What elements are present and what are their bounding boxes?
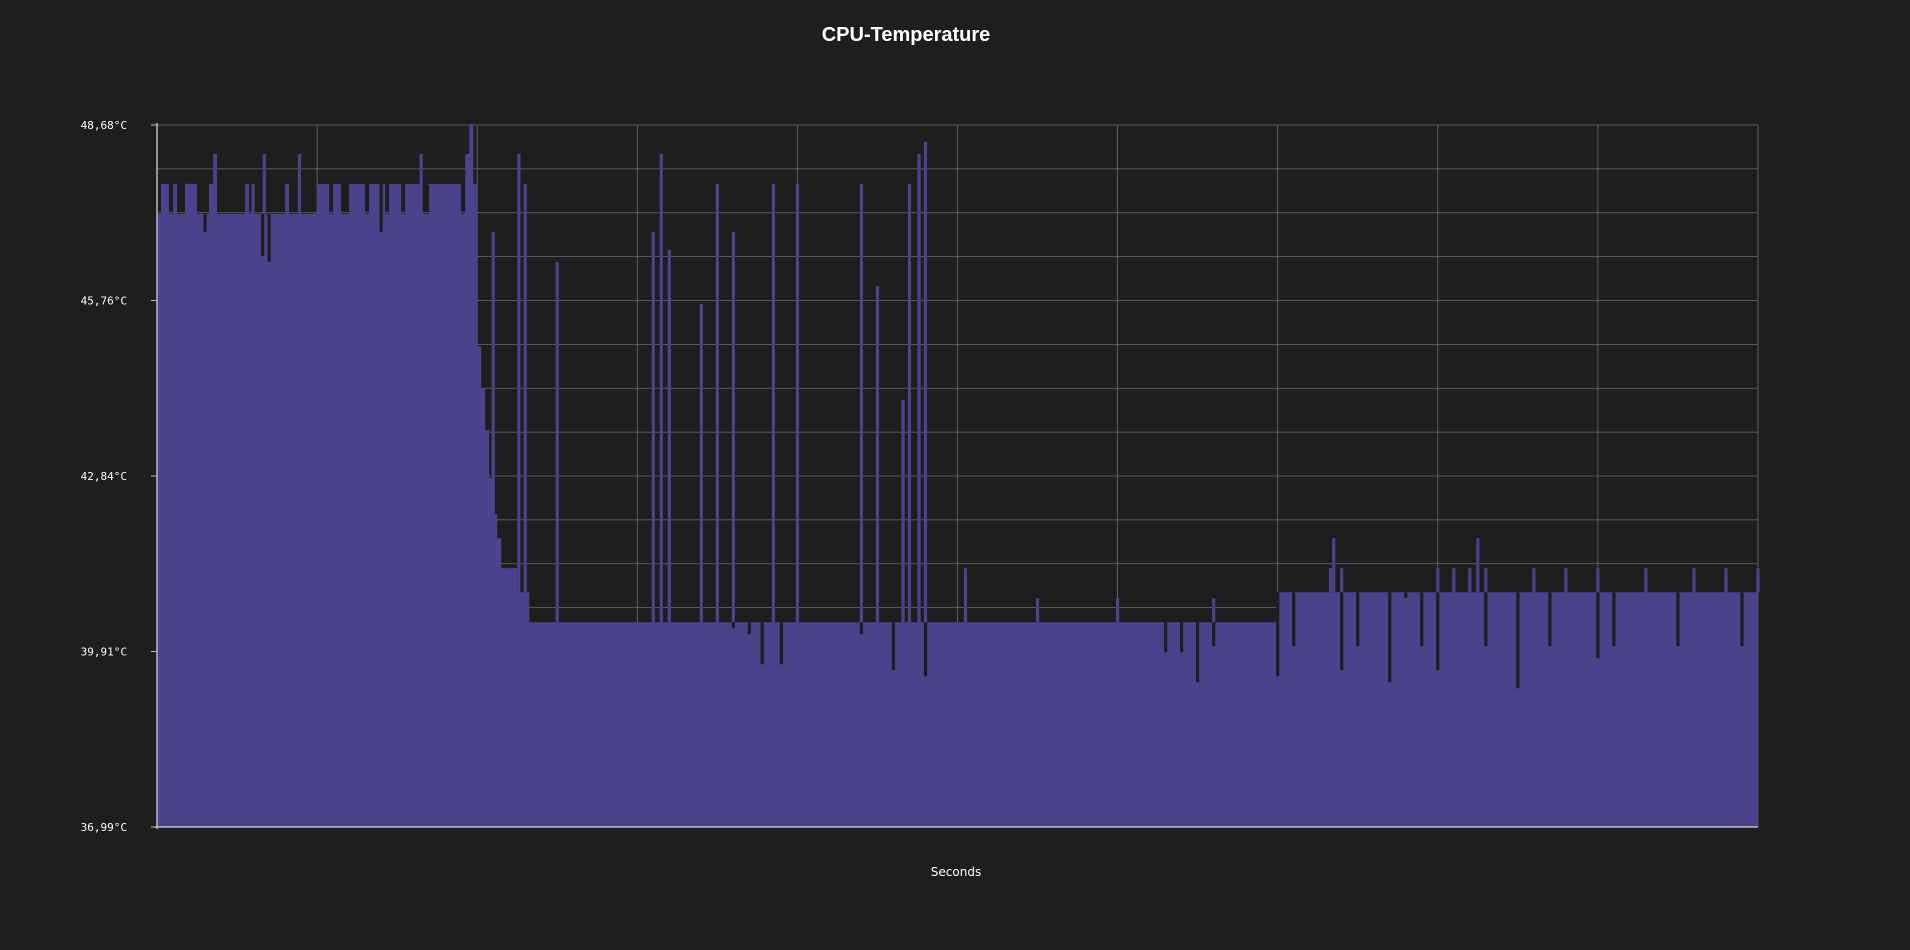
temperature-spike xyxy=(907,183,912,623)
y-tick-label: 42,84°C xyxy=(81,470,127,483)
temperature-spike xyxy=(779,622,783,665)
temperature-spikes xyxy=(187,141,1760,689)
temperature-spike xyxy=(771,183,775,623)
temperature-spike xyxy=(1420,592,1424,647)
temperature-spike xyxy=(1340,592,1344,671)
temperature-spike xyxy=(1404,592,1408,599)
temperature-spike xyxy=(297,153,302,214)
temperature-spike xyxy=(1484,568,1488,593)
temperature-spike xyxy=(1468,568,1472,593)
temperature-spike xyxy=(659,153,663,623)
temperature-spike xyxy=(1292,592,1296,647)
temperature-spike xyxy=(1212,622,1216,647)
temperature-spike xyxy=(1196,622,1200,683)
temperature-spike xyxy=(203,213,207,232)
temperature-spike xyxy=(491,231,495,515)
temperature-spike xyxy=(267,213,271,262)
temperature-spike xyxy=(859,610,864,623)
temperature-spike xyxy=(901,400,905,623)
temperature-spike xyxy=(1340,568,1344,593)
temperature-spike xyxy=(1356,592,1360,647)
temperature-spike xyxy=(859,183,864,623)
temperature-spike xyxy=(923,622,928,677)
temperature-spike xyxy=(1332,538,1336,593)
temperature-spike xyxy=(1276,592,1280,599)
y-tick-label: 48,68°C xyxy=(81,119,127,132)
temperature-spike xyxy=(523,183,527,593)
temperature-spike xyxy=(760,622,764,665)
temperature-spike xyxy=(875,285,880,623)
temperature-spike xyxy=(1116,598,1120,623)
temperature-spike xyxy=(379,183,383,232)
temperature-spike xyxy=(1180,622,1184,653)
temperature-spike xyxy=(859,622,864,635)
temperature-spike xyxy=(1436,592,1440,671)
temperature-spike xyxy=(262,153,266,214)
temperature-spike xyxy=(1328,568,1333,593)
temperature-spike xyxy=(795,183,799,623)
temperature-spike xyxy=(1516,592,1520,689)
temperature-spike xyxy=(1164,622,1168,653)
temperature-spike xyxy=(1564,568,1568,593)
temperature-spike xyxy=(1740,592,1744,647)
y-tick-label: 45,76°C xyxy=(81,295,127,308)
temperature-spike xyxy=(419,153,423,214)
y-tick-labels: 48,68°C 45,76°C 42,84°C 39,91°C 36,99°C xyxy=(81,119,157,834)
temperature-spike xyxy=(1756,568,1760,593)
temperature-spike xyxy=(1676,592,1680,647)
temperature-spike xyxy=(1452,568,1456,593)
y-tick-label: 39,91°C xyxy=(81,646,127,659)
temperature-spike xyxy=(1476,538,1480,593)
temperature-spike xyxy=(1692,568,1696,593)
temperature-spike xyxy=(1436,568,1440,593)
temperature-spike xyxy=(315,183,319,185)
temperature-spike xyxy=(747,622,751,635)
temperature-spike xyxy=(1532,568,1536,593)
temperature-spike xyxy=(1596,592,1600,659)
temperature-spike xyxy=(923,141,928,623)
temperature-spike xyxy=(731,231,735,623)
temperature-spike xyxy=(1276,592,1280,677)
temperature-spike xyxy=(731,622,735,629)
temperature-spike xyxy=(1484,592,1488,647)
temperature-spike xyxy=(1724,568,1728,593)
temperature-spike xyxy=(1548,592,1552,647)
temperature-spike xyxy=(891,622,896,671)
temperature-spike xyxy=(1644,568,1648,593)
temperature-spike xyxy=(667,297,671,623)
temperature-spike xyxy=(251,183,255,214)
temperature-spike xyxy=(651,231,655,623)
temperature-spike xyxy=(1612,592,1616,647)
temperature-spike xyxy=(917,153,921,623)
y-tick-label: 36,99°C xyxy=(81,821,127,834)
temperature-spike xyxy=(1388,592,1392,683)
temperature-spike xyxy=(517,153,521,593)
temperature-spike xyxy=(715,183,719,623)
temperature-spike xyxy=(1035,598,1040,623)
temperature-spike xyxy=(555,261,559,623)
temperature-spike xyxy=(261,213,265,256)
temperature-spike xyxy=(427,183,431,185)
temperature-spike xyxy=(963,568,968,623)
temperature-spike xyxy=(187,183,191,185)
temperature-spike xyxy=(699,303,703,623)
temperature-spike xyxy=(1212,598,1216,623)
temperature-area xyxy=(157,123,1758,828)
x-axis-label: Seconds xyxy=(931,865,981,879)
chart-title: CPU-Temperature xyxy=(821,24,991,46)
temperature-spike xyxy=(923,568,928,623)
temperature-spike xyxy=(1596,568,1600,593)
